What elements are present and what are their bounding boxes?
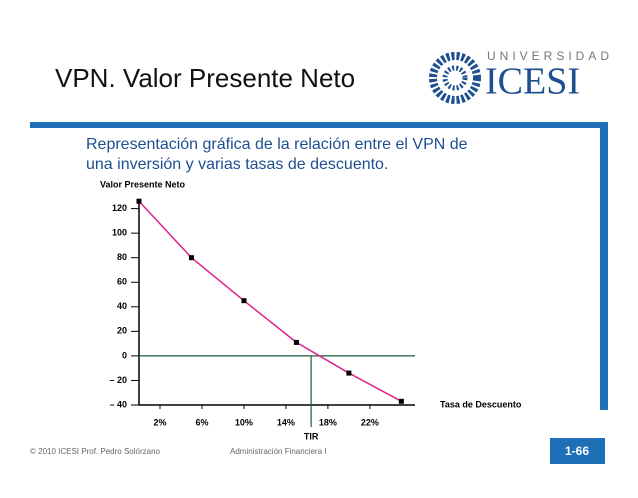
plot: – 40 – 20 0 20 40 60 80 100 120 2% 6% 10% 14% 18% 22% T… — [109, 198, 415, 441]
slide-title: VPN. Valor Presente Neto — [55, 63, 355, 93]
point-marker — [346, 370, 352, 376]
x-tick-label: 22% — [361, 417, 379, 427]
y-tick-label: – 20 — [109, 375, 127, 385]
y-tick-label: 100 — [112, 228, 127, 238]
logo-name: ICESI — [485, 61, 580, 103]
y-tick-label: 0 — [122, 350, 127, 360]
x-tick-label: 6% — [195, 417, 208, 427]
logo-emblem-inner — [442, 65, 468, 91]
side-bar — [600, 122, 608, 410]
x-tick-label: 2% — [153, 417, 166, 427]
y-axis-label: Valor Presente Neto — [100, 179, 186, 189]
x-tick-label: 10% — [235, 417, 253, 427]
logo-top: UNIVERSIDAD — [487, 49, 613, 63]
point-marker — [293, 339, 299, 345]
y-tick-label: 80 — [117, 252, 127, 262]
x-tick-label: 14% — [277, 417, 295, 427]
x-tick-label: 18% — [319, 417, 337, 427]
series-line — [138, 200, 402, 402]
subtitle-line: una inversión y varias tasas de descuent… — [86, 156, 388, 173]
x-axis-label: Tasa de Descuento — [440, 399, 522, 409]
logo: UNIVERSIDAD ICESI — [429, 49, 613, 104]
y-tick-label: 120 — [112, 203, 127, 213]
y-tick-label: 60 — [117, 277, 127, 287]
y-tick-label: – 40 — [109, 399, 127, 409]
logo-emblem — [429, 52, 481, 104]
irr-label: TIR — [304, 431, 319, 441]
footer-center: Administración Financiera I — [230, 447, 326, 456]
point-marker — [188, 255, 194, 261]
y-tick-label: 20 — [117, 326, 127, 336]
point-marker — [241, 298, 247, 304]
point-marker — [136, 198, 142, 204]
y-tick-label: 40 — [117, 301, 127, 311]
subtitle-line: Representación gráfica de la relación en… — [86, 136, 468, 153]
header-bar — [30, 122, 608, 128]
page-number: 1-66 — [565, 444, 589, 458]
page-box — [550, 438, 605, 464]
point-marker — [398, 398, 404, 404]
footer-left: © 2010 ICESI Prof. Pedro Solórzano — [30, 447, 161, 456]
